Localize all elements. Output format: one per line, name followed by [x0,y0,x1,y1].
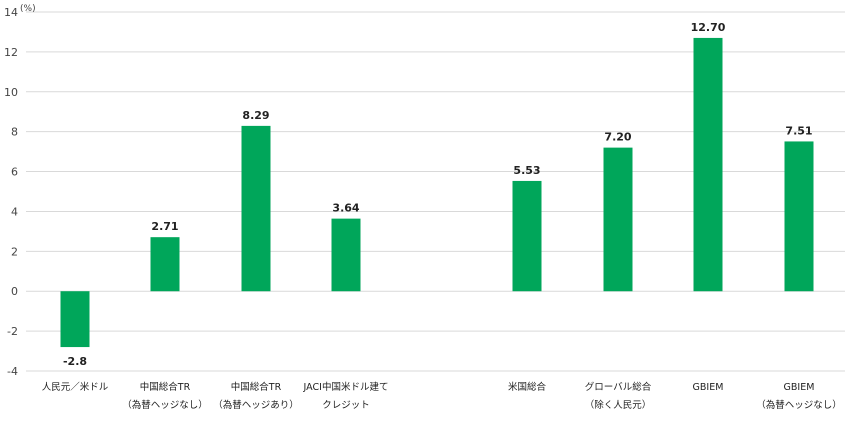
data-label: 3.64 [332,202,359,215]
y-tick-label: 4 [11,205,18,218]
y-tick-label: 8 [11,126,18,139]
y-tick-label: -4 [7,365,18,378]
x-tick-label: グローバル総合 [585,381,652,393]
y-unit-label: (%) [20,4,36,14]
x-tick-label: （為替ヘッジあり） [213,399,299,411]
data-label: 7.20 [604,131,631,144]
bar [693,37,723,292]
y-tick-label: 6 [11,166,18,179]
x-tick-label: （為替ヘッジなし） [122,399,208,411]
bar [150,237,180,292]
x-tick-label: GBIEM [693,382,724,393]
x-tick-label: GBIEM [784,382,815,393]
y-tick-label: 0 [11,285,18,298]
y-tick-label: 2 [11,245,18,258]
bar [603,147,633,292]
x-tick-label: 人民元／米ドル [42,381,109,393]
x-tick-label: 米国総合 [508,381,547,393]
y-tick-label: -2 [7,325,18,338]
bar [60,291,90,348]
y-tick-label: 14 [4,6,18,19]
x-tick-label: 中国総合TR [231,381,282,393]
x-tick-label: クレジット [322,400,370,411]
data-label: 5.53 [513,164,540,177]
x-tick-label: （除く人民元） [585,399,652,411]
bar [784,141,814,292]
data-label: -2.8 [63,355,87,368]
y-tick-label: 10 [4,86,18,99]
data-label: 12.70 [691,21,726,34]
data-label: 2.71 [151,220,178,233]
x-tick-label: （為替ヘッジなし） [756,399,842,411]
data-label: 8.29 [242,109,269,122]
data-label: 7.51 [785,124,812,137]
x-tick-label: 中国総合TR [140,381,191,393]
bar [331,218,361,292]
y-tick-label: 12 [4,46,18,59]
x-tick-label: JACI中国米ドル建て [303,381,389,393]
bar [512,180,542,292]
bar [241,125,271,292]
